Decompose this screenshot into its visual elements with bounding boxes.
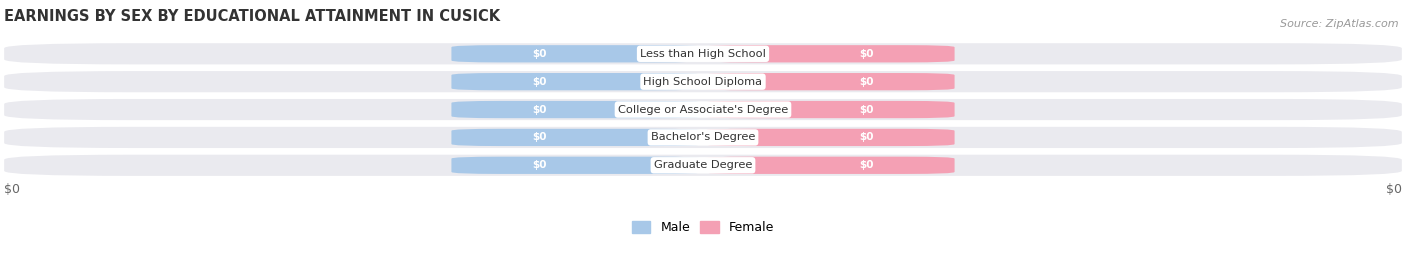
FancyBboxPatch shape <box>451 73 703 90</box>
Text: $0: $0 <box>533 77 547 87</box>
FancyBboxPatch shape <box>703 129 955 146</box>
Text: $0: $0 <box>533 160 547 170</box>
Text: $0: $0 <box>1386 183 1402 196</box>
Text: $0: $0 <box>859 132 873 142</box>
Text: EARNINGS BY SEX BY EDUCATIONAL ATTAINMENT IN CUSICK: EARNINGS BY SEX BY EDUCATIONAL ATTAINMEN… <box>4 9 501 24</box>
Text: Less than High School: Less than High School <box>640 49 766 59</box>
FancyBboxPatch shape <box>4 155 1402 176</box>
Text: $0: $0 <box>859 49 873 59</box>
FancyBboxPatch shape <box>703 73 955 90</box>
FancyBboxPatch shape <box>451 45 703 62</box>
Text: $0: $0 <box>533 105 547 114</box>
FancyBboxPatch shape <box>703 157 955 174</box>
FancyBboxPatch shape <box>4 99 1402 120</box>
Text: Graduate Degree: Graduate Degree <box>654 160 752 170</box>
FancyBboxPatch shape <box>451 157 703 174</box>
Text: College or Associate's Degree: College or Associate's Degree <box>617 105 789 114</box>
FancyBboxPatch shape <box>703 101 955 118</box>
FancyBboxPatch shape <box>4 71 1402 92</box>
FancyBboxPatch shape <box>451 129 703 146</box>
FancyBboxPatch shape <box>703 45 955 62</box>
Text: $0: $0 <box>859 77 873 87</box>
FancyBboxPatch shape <box>4 43 1402 64</box>
Text: $0: $0 <box>859 160 873 170</box>
Text: $0: $0 <box>859 105 873 114</box>
FancyBboxPatch shape <box>451 101 703 118</box>
Text: Source: ZipAtlas.com: Source: ZipAtlas.com <box>1281 19 1399 29</box>
Text: Bachelor's Degree: Bachelor's Degree <box>651 132 755 142</box>
FancyBboxPatch shape <box>4 127 1402 148</box>
Legend: Male, Female: Male, Female <box>627 216 779 239</box>
Text: $0: $0 <box>4 183 20 196</box>
Text: $0: $0 <box>533 49 547 59</box>
Text: $0: $0 <box>533 132 547 142</box>
Text: High School Diploma: High School Diploma <box>644 77 762 87</box>
